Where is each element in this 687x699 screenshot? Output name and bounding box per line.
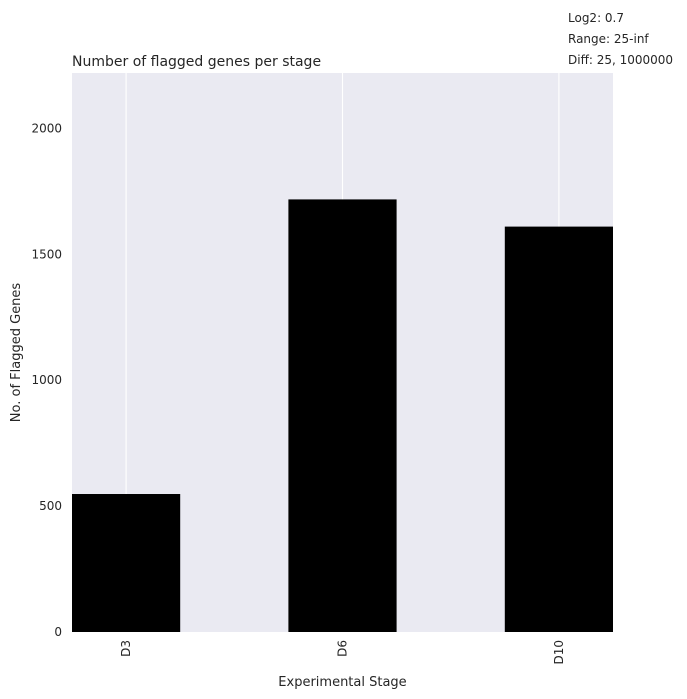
bar-d3: [72, 494, 181, 632]
x-axis-label: Experimental Stage: [278, 675, 406, 690]
chart-title: Number of flagged genes per stage: [72, 54, 321, 70]
y-tick-label: 2000: [31, 121, 62, 135]
y-tick-label: 1000: [31, 373, 62, 387]
y-axis-label: No. of Flagged Genes: [9, 283, 24, 423]
annotation-block: Log2: 0.7 Range: 25-inf Diff: 25, 1000000: [568, 11, 673, 67]
x-tick-label: D10: [552, 640, 566, 665]
bar-d10: [504, 226, 613, 632]
y-axis-ticks: 0 500 1000 1500 2000: [31, 121, 62, 639]
y-tick-label: 1500: [31, 247, 62, 261]
bar-d6: [288, 199, 397, 632]
bars: [72, 199, 613, 632]
y-tick-label: 0: [54, 625, 62, 639]
annotation-line: Log2: 0.7: [568, 11, 624, 25]
x-tick-label: D3: [119, 640, 133, 657]
x-tick-label: D6: [336, 640, 350, 657]
x-axis-ticks: D3 D6 D10: [119, 640, 566, 665]
y-tick-label: 500: [39, 499, 62, 513]
annotation-line: Diff: 25, 1000000: [568, 53, 673, 67]
annotation-line: Range: 25-inf: [568, 32, 649, 46]
